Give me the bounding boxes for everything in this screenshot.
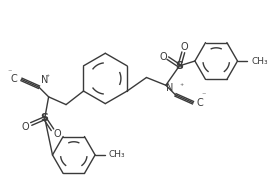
Text: O: O <box>22 122 29 132</box>
Text: O: O <box>53 129 61 139</box>
Text: C: C <box>11 74 18 84</box>
Text: C: C <box>197 98 204 108</box>
Text: N: N <box>41 75 48 85</box>
Text: CH₃: CH₃ <box>251 57 268 65</box>
Text: CH₃: CH₃ <box>109 150 125 159</box>
Text: ⁺: ⁺ <box>46 73 50 82</box>
Text: ⁺: ⁺ <box>179 82 184 91</box>
Text: ⁻: ⁻ <box>8 68 12 77</box>
Text: S: S <box>176 61 183 71</box>
Text: ⁻: ⁻ <box>202 91 206 100</box>
Text: O: O <box>159 52 167 62</box>
Text: O: O <box>180 43 188 53</box>
Text: N: N <box>166 83 174 93</box>
Text: S: S <box>41 113 49 123</box>
